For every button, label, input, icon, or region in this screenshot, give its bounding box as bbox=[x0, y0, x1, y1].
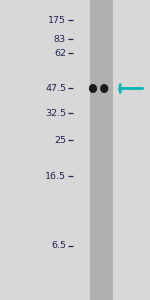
Text: 62: 62 bbox=[54, 49, 66, 58]
Text: 47.5: 47.5 bbox=[45, 84, 66, 93]
Bar bbox=[90, 0, 112, 300]
Text: 83: 83 bbox=[54, 34, 66, 43]
Ellipse shape bbox=[100, 84, 108, 93]
Text: 25: 25 bbox=[54, 136, 66, 145]
Ellipse shape bbox=[89, 84, 97, 93]
Text: 32.5: 32.5 bbox=[45, 109, 66, 118]
Text: 175: 175 bbox=[48, 16, 66, 25]
Text: 16.5: 16.5 bbox=[45, 172, 66, 181]
Text: 6.5: 6.5 bbox=[51, 242, 66, 250]
